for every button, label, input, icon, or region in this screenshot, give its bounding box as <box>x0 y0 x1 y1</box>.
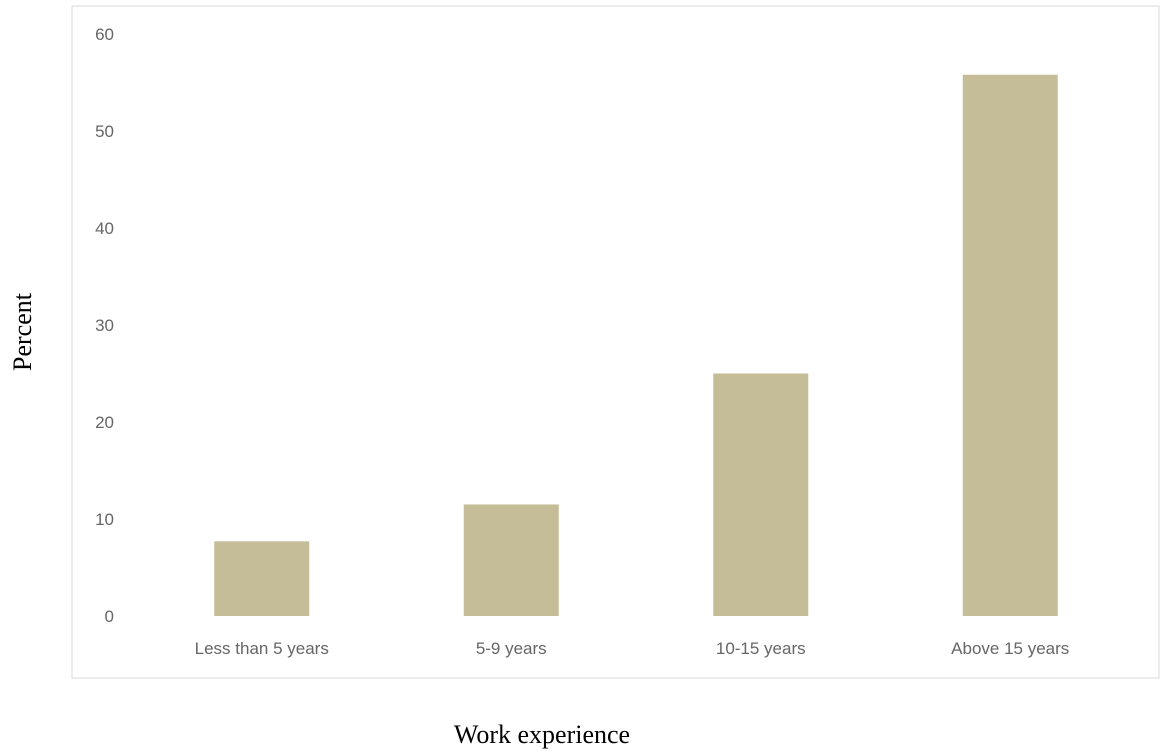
bar <box>463 504 559 616</box>
bar <box>962 74 1058 617</box>
y-tick-label: 0 <box>105 607 114 626</box>
y-tick-label: 60 <box>95 25 114 44</box>
bars <box>214 74 1058 617</box>
x-tick-label: Above 15 years <box>951 639 1069 658</box>
x-tick-label: 5-9 years <box>476 639 547 658</box>
x-tick-label: Less than 5 years <box>195 639 329 658</box>
y-tick-label: 40 <box>95 219 114 238</box>
x-tick-label: 10-15 years <box>716 639 806 658</box>
bar <box>713 373 809 616</box>
bar <box>214 541 310 616</box>
y-tick-label: 10 <box>95 510 114 529</box>
y-tick-label: 50 <box>95 122 114 141</box>
x-axis-ticks: Less than 5 years 5-9 years 10-15 years Abo… <box>195 639 1070 658</box>
y-tick-label: 20 <box>95 413 114 432</box>
y-axis-ticks: 0 10 20 30 40 50 60 <box>95 25 114 626</box>
x-axis-title: Work experience <box>454 720 630 749</box>
y-tick-label: 30 <box>95 316 114 335</box>
plot-frame <box>71 5 1160 679</box>
y-axis-title: Percent <box>8 292 37 371</box>
